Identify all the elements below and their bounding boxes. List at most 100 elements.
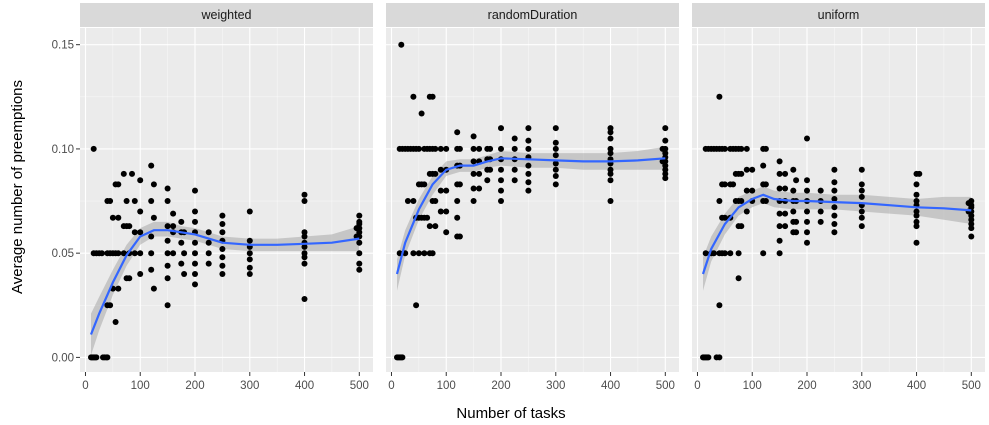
data-point	[192, 239, 198, 246]
data-point	[738, 223, 745, 230]
data-point	[356, 212, 363, 219]
data-point	[552, 152, 559, 159]
x-tick-label: 400	[907, 380, 926, 392]
panel-weighted: weighted 0 100 200 300 400 500	[80, 3, 373, 392]
data-point	[356, 260, 363, 267]
data-point	[93, 354, 100, 361]
facet-strip-label: randomDuration	[488, 8, 578, 22]
data-point	[456, 145, 463, 152]
facet-strip	[80, 3, 373, 27]
smooth-trend-line	[395, 157, 666, 275]
data-point	[301, 243, 308, 250]
data-point	[552, 181, 559, 188]
data-point	[205, 229, 212, 236]
data-point	[738, 170, 745, 177]
data-point	[721, 181, 728, 188]
data-point	[743, 145, 750, 152]
data-point	[137, 208, 144, 215]
data-point	[525, 187, 532, 194]
data-point	[511, 135, 518, 142]
data-point	[353, 225, 360, 232]
data-point	[120, 170, 127, 177]
data-point	[192, 218, 198, 225]
data-point	[404, 198, 411, 204]
data-point	[913, 223, 920, 230]
data-point	[192, 250, 198, 257]
data-point	[762, 198, 769, 204]
data-point	[170, 210, 177, 217]
data-point	[301, 250, 308, 257]
y-tick-label: 0.15	[52, 40, 74, 52]
x-tick-label: 0	[82, 380, 88, 392]
data-point	[90, 145, 97, 152]
data-point	[607, 166, 614, 173]
data-point	[607, 145, 614, 152]
data-point	[552, 125, 559, 132]
x-tick-label: 0	[694, 380, 700, 392]
data-point	[123, 198, 130, 204]
data-point	[831, 229, 838, 236]
data-point	[710, 250, 717, 257]
data-point	[607, 170, 614, 177]
data-point	[662, 125, 669, 132]
data-point	[659, 158, 666, 165]
data-point	[525, 162, 532, 169]
confidence-band	[703, 186, 972, 291]
data-point	[721, 214, 728, 221]
data-point	[790, 166, 797, 173]
data-point	[356, 266, 363, 273]
data-point	[804, 218, 810, 225]
smooth-trend-line	[89, 229, 360, 335]
data-point	[181, 250, 188, 257]
data-point	[164, 250, 171, 257]
data-point	[782, 210, 789, 217]
data-point	[525, 145, 532, 152]
data-point	[476, 170, 483, 177]
data-point	[913, 208, 920, 215]
data-point	[170, 250, 177, 257]
data-point	[164, 198, 171, 204]
data-point	[738, 145, 745, 152]
data-point	[858, 208, 865, 215]
data-point	[470, 185, 477, 192]
data-point	[776, 250, 783, 257]
data-point	[454, 198, 461, 204]
data-point	[965, 200, 972, 207]
data-point	[410, 198, 417, 204]
data-point	[525, 137, 532, 144]
data-point	[804, 229, 810, 236]
data-point	[858, 181, 865, 188]
data-point	[552, 145, 559, 152]
data-point	[148, 233, 155, 240]
data-point	[552, 139, 559, 146]
data-point	[115, 181, 122, 188]
data-point	[246, 264, 253, 271]
data-point	[607, 150, 614, 157]
data-point	[192, 281, 198, 288]
data-point	[484, 177, 491, 184]
data-point	[137, 177, 144, 184]
y-tick-label: 0.10	[52, 144, 74, 156]
data-point	[150, 181, 157, 188]
data-point	[607, 177, 614, 184]
data-point	[776, 223, 783, 230]
data-point	[817, 218, 824, 225]
data-point	[552, 166, 559, 173]
data-point	[743, 187, 750, 194]
data-point	[776, 158, 783, 165]
data-point	[148, 198, 155, 204]
data-point	[115, 250, 122, 257]
data-point	[776, 237, 783, 244]
data-point	[437, 208, 444, 215]
data-point	[454, 129, 461, 136]
data-point	[356, 250, 363, 257]
data-point	[470, 170, 477, 177]
data-point	[968, 216, 975, 223]
data-point	[219, 212, 226, 219]
data-point	[662, 137, 669, 144]
data-point	[793, 218, 800, 225]
data-point	[109, 214, 116, 221]
data-point	[115, 285, 122, 292]
data-point	[498, 177, 504, 184]
data-point	[487, 166, 494, 173]
